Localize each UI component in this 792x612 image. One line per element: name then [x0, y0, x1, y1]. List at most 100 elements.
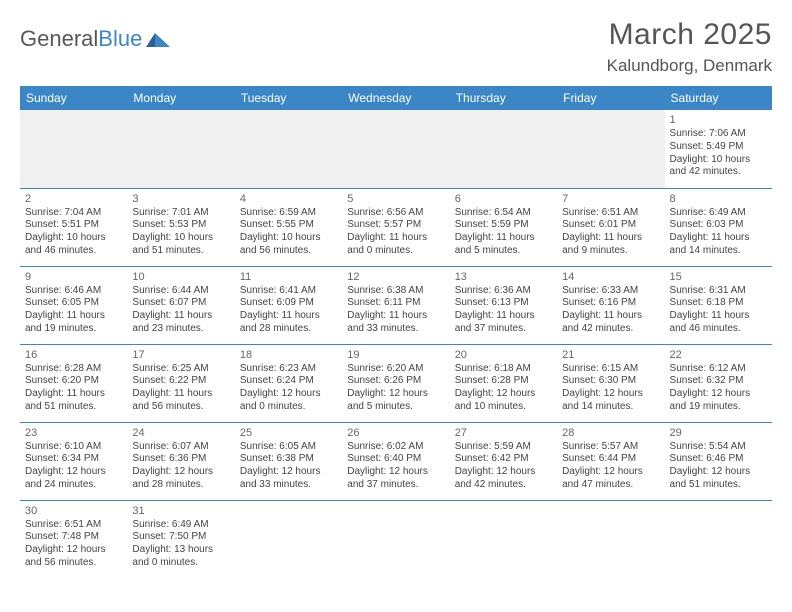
sunset-line: Sunset: 5:55 PM [240, 219, 337, 232]
calendar-cell: 31Sunrise: 6:49 AMSunset: 7:50 PMDayligh… [127, 500, 234, 578]
calendar-cell [450, 500, 557, 578]
daylight-line: Daylight: 11 hours and 46 minutes. [670, 310, 767, 336]
calendar-cell: 8Sunrise: 6:49 AMSunset: 6:03 PMDaylight… [665, 188, 772, 266]
day-number: 30 [25, 504, 122, 518]
calendar-cell: 19Sunrise: 6:20 AMSunset: 6:26 PMDayligh… [342, 344, 449, 422]
day-number: 24 [132, 426, 229, 440]
calendar-cell: 2Sunrise: 7:04 AMSunset: 5:51 PMDaylight… [20, 188, 127, 266]
daylight-line: Daylight: 13 hours and 0 minutes. [132, 544, 229, 570]
calendar-cell: 14Sunrise: 6:33 AMSunset: 6:16 PMDayligh… [557, 266, 664, 344]
sunrise-line: Sunrise: 6:07 AM [132, 441, 229, 454]
sunrise-line: Sunrise: 7:01 AM [132, 207, 229, 220]
sunset-line: Sunset: 6:28 PM [455, 375, 552, 388]
calendar-cell: 29Sunrise: 5:54 AMSunset: 6:46 PMDayligh… [665, 422, 772, 500]
sunrise-line: Sunrise: 6:59 AM [240, 207, 337, 220]
daylight-line: Daylight: 11 hours and 37 minutes. [455, 310, 552, 336]
sunrise-line: Sunrise: 6:25 AM [132, 363, 229, 376]
sunrise-line: Sunrise: 6:33 AM [562, 285, 659, 298]
sunset-line: Sunset: 6:26 PM [347, 375, 444, 388]
daylight-line: Daylight: 10 hours and 42 minutes. [670, 154, 767, 180]
header: GeneralBlue March 2025 Kalundborg, Denma… [20, 18, 772, 76]
day-number: 8 [670, 192, 767, 206]
daylight-line: Daylight: 11 hours and 9 minutes. [562, 232, 659, 258]
logo-text: GeneralBlue [20, 26, 142, 52]
daylight-line: Daylight: 12 hours and 37 minutes. [347, 466, 444, 492]
daylight-line: Daylight: 11 hours and 5 minutes. [455, 232, 552, 258]
day-number: 1 [670, 113, 767, 127]
sunset-line: Sunset: 6:18 PM [670, 297, 767, 310]
calendar-cell: 10Sunrise: 6:44 AMSunset: 6:07 PMDayligh… [127, 266, 234, 344]
sunrise-line: Sunrise: 7:04 AM [25, 207, 122, 220]
calendar-row: 1Sunrise: 7:06 AMSunset: 5:49 PMDaylight… [20, 110, 772, 188]
daylight-line: Daylight: 12 hours and 47 minutes. [562, 466, 659, 492]
calendar-cell: 21Sunrise: 6:15 AMSunset: 6:30 PMDayligh… [557, 344, 664, 422]
sunrise-line: Sunrise: 6:38 AM [347, 285, 444, 298]
calendar-row: 23Sunrise: 6:10 AMSunset: 6:34 PMDayligh… [20, 422, 772, 500]
logo-word1: General [20, 26, 98, 51]
logo-word2: Blue [98, 26, 142, 51]
daylight-line: Daylight: 11 hours and 28 minutes. [240, 310, 337, 336]
sunset-line: Sunset: 5:51 PM [25, 219, 122, 232]
sunset-line: Sunset: 7:48 PM [25, 531, 122, 544]
calendar-row: 9Sunrise: 6:46 AMSunset: 6:05 PMDaylight… [20, 266, 772, 344]
calendar-table: Sunday Monday Tuesday Wednesday Thursday… [20, 86, 772, 578]
daylight-line: Daylight: 11 hours and 33 minutes. [347, 310, 444, 336]
calendar-cell: 28Sunrise: 5:57 AMSunset: 6:44 PMDayligh… [557, 422, 664, 500]
sunrise-line: Sunrise: 6:46 AM [25, 285, 122, 298]
day-number: 21 [562, 348, 659, 362]
sunrise-line: Sunrise: 6:20 AM [347, 363, 444, 376]
daylight-line: Daylight: 10 hours and 46 minutes. [25, 232, 122, 258]
day-number: 15 [670, 270, 767, 284]
weekday-header: Wednesday [342, 86, 449, 110]
sunrise-line: Sunrise: 6:28 AM [25, 363, 122, 376]
day-number: 22 [670, 348, 767, 362]
day-number: 9 [25, 270, 122, 284]
daylight-line: Daylight: 12 hours and 42 minutes. [455, 466, 552, 492]
daylight-line: Daylight: 12 hours and 10 minutes. [455, 388, 552, 414]
calendar-cell: 20Sunrise: 6:18 AMSunset: 6:28 PMDayligh… [450, 344, 557, 422]
location: Kalundborg, Denmark [607, 56, 772, 76]
calendar-cell [235, 500, 342, 578]
daylight-line: Daylight: 11 hours and 42 minutes. [562, 310, 659, 336]
calendar-cell: 12Sunrise: 6:38 AMSunset: 6:11 PMDayligh… [342, 266, 449, 344]
month-title: March 2025 [607, 18, 772, 52]
daylight-line: Daylight: 12 hours and 0 minutes. [240, 388, 337, 414]
weekday-header-row: Sunday Monday Tuesday Wednesday Thursday… [20, 86, 772, 110]
sunset-line: Sunset: 6:22 PM [132, 375, 229, 388]
day-number: 29 [670, 426, 767, 440]
calendar-row: 30Sunrise: 6:51 AMSunset: 7:48 PMDayligh… [20, 500, 772, 578]
calendar-cell [20, 110, 127, 188]
calendar-cell [342, 110, 449, 188]
day-number: 20 [455, 348, 552, 362]
calendar-cell [450, 110, 557, 188]
sunrise-line: Sunrise: 6:23 AM [240, 363, 337, 376]
daylight-line: Daylight: 12 hours and 56 minutes. [25, 544, 122, 570]
title-block: March 2025 Kalundborg, Denmark [607, 18, 772, 76]
calendar-cell: 23Sunrise: 6:10 AMSunset: 6:34 PMDayligh… [20, 422, 127, 500]
daylight-line: Daylight: 11 hours and 14 minutes. [670, 232, 767, 258]
day-number: 14 [562, 270, 659, 284]
calendar-cell: 18Sunrise: 6:23 AMSunset: 6:24 PMDayligh… [235, 344, 342, 422]
sunset-line: Sunset: 6:42 PM [455, 453, 552, 466]
daylight-line: Daylight: 11 hours and 51 minutes. [25, 388, 122, 414]
daylight-line: Daylight: 11 hours and 56 minutes. [132, 388, 229, 414]
calendar-cell: 17Sunrise: 6:25 AMSunset: 6:22 PMDayligh… [127, 344, 234, 422]
daylight-line: Daylight: 12 hours and 19 minutes. [670, 388, 767, 414]
daylight-line: Daylight: 12 hours and 5 minutes. [347, 388, 444, 414]
sunset-line: Sunset: 6:09 PM [240, 297, 337, 310]
weekday-header: Friday [557, 86, 664, 110]
sunset-line: Sunset: 6:03 PM [670, 219, 767, 232]
sunset-line: Sunset: 6:34 PM [25, 453, 122, 466]
sunset-line: Sunset: 6:36 PM [132, 453, 229, 466]
calendar-cell: 30Sunrise: 6:51 AMSunset: 7:48 PMDayligh… [20, 500, 127, 578]
weekday-header: Sunday [20, 86, 127, 110]
sunset-line: Sunset: 6:38 PM [240, 453, 337, 466]
calendar-cell: 27Sunrise: 5:59 AMSunset: 6:42 PMDayligh… [450, 422, 557, 500]
day-number: 7 [562, 192, 659, 206]
sunrise-line: Sunrise: 6:05 AM [240, 441, 337, 454]
calendar-cell: 15Sunrise: 6:31 AMSunset: 6:18 PMDayligh… [665, 266, 772, 344]
day-number: 27 [455, 426, 552, 440]
day-number: 4 [240, 192, 337, 206]
calendar-cell: 6Sunrise: 6:54 AMSunset: 5:59 PMDaylight… [450, 188, 557, 266]
sunset-line: Sunset: 6:20 PM [25, 375, 122, 388]
